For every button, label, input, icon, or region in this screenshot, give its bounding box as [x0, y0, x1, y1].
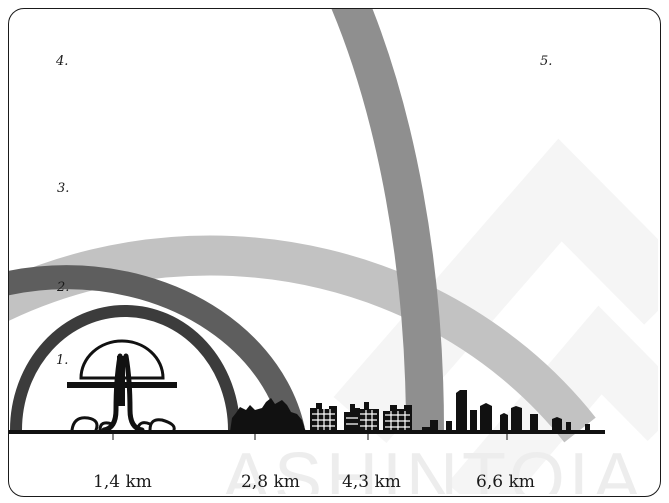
zone-label-3: 3. — [57, 181, 69, 196]
zone-label-5: 5. — [540, 54, 552, 69]
zone-label-4: 4. — [56, 54, 68, 69]
distance-label-3: 4,3 km — [342, 472, 401, 492]
watermark-text: ASHINTOIA — [222, 439, 645, 503]
distance-label-2: 2,8 km — [241, 472, 300, 492]
ground-line — [9, 430, 605, 434]
zone-label-1: 1. — [56, 353, 68, 368]
mushroom-cloud-icon — [67, 341, 177, 430]
zone-label-2: 2. — [57, 280, 69, 295]
distance-label-4: 6,6 km — [476, 472, 535, 492]
distance-label-1: 1,4 km — [93, 472, 152, 492]
